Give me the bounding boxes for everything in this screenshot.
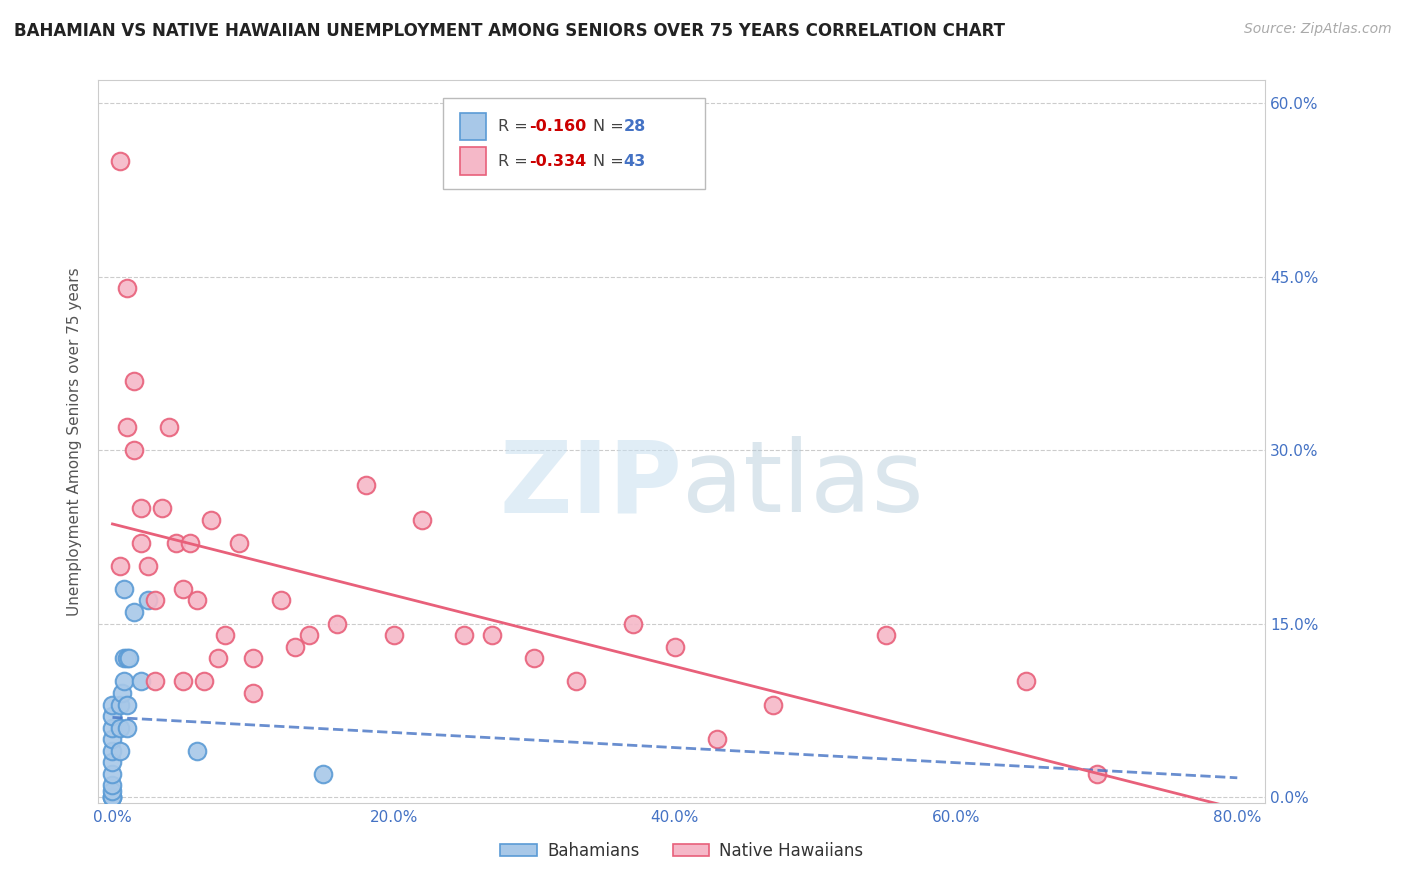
Legend: Bahamians, Native Hawaiians: Bahamians, Native Hawaiians xyxy=(494,836,870,867)
Text: -0.334: -0.334 xyxy=(529,153,586,169)
Point xyxy=(115,651,138,665)
Point xyxy=(101,790,124,805)
Text: BAHAMIAN VS NATIVE HAWAIIAN UNEMPLOYMENT AMONG SENIORS OVER 75 YEARS CORRELATION: BAHAMIAN VS NATIVE HAWAIIAN UNEMPLOYMENT… xyxy=(14,22,1005,40)
Point xyxy=(115,420,138,434)
Point xyxy=(298,628,321,642)
Point xyxy=(129,535,152,549)
Point xyxy=(193,674,215,689)
Point xyxy=(129,674,152,689)
Point xyxy=(411,512,433,526)
Point xyxy=(179,535,201,549)
Point xyxy=(875,628,897,642)
Point xyxy=(172,674,194,689)
Point xyxy=(706,732,728,747)
Text: R =: R = xyxy=(498,119,533,134)
Point xyxy=(108,558,131,573)
Point xyxy=(115,281,138,295)
Point xyxy=(101,721,124,735)
Point xyxy=(101,790,124,805)
Point xyxy=(621,616,644,631)
Point xyxy=(115,721,138,735)
Text: N =: N = xyxy=(593,119,628,134)
Point xyxy=(136,558,159,573)
Point xyxy=(382,628,405,642)
Point xyxy=(1015,674,1038,689)
Point xyxy=(143,593,166,607)
Text: 43: 43 xyxy=(624,153,645,169)
Point xyxy=(284,640,307,654)
Point xyxy=(270,593,292,607)
Point xyxy=(129,501,152,516)
Point xyxy=(115,698,138,712)
Point xyxy=(101,756,124,770)
Point xyxy=(101,732,124,747)
Point xyxy=(523,651,546,665)
Text: N =: N = xyxy=(593,153,628,169)
Point xyxy=(101,790,124,805)
Text: R =: R = xyxy=(498,153,533,169)
Point xyxy=(122,443,145,458)
Point xyxy=(157,420,180,434)
FancyBboxPatch shape xyxy=(460,112,486,140)
Point xyxy=(122,374,145,388)
Point xyxy=(122,605,145,619)
Point xyxy=(112,582,135,596)
Text: ZIP: ZIP xyxy=(499,436,682,533)
Point xyxy=(481,628,503,642)
Point xyxy=(111,686,134,700)
Point xyxy=(453,628,475,642)
Point xyxy=(101,784,124,798)
FancyBboxPatch shape xyxy=(460,147,486,175)
Point xyxy=(228,535,250,549)
Text: -0.160: -0.160 xyxy=(529,119,586,134)
Text: atlas: atlas xyxy=(682,436,924,533)
Point xyxy=(101,744,124,758)
Point xyxy=(172,582,194,596)
Point xyxy=(143,674,166,689)
Point xyxy=(112,674,135,689)
Point xyxy=(1085,767,1108,781)
Point xyxy=(186,744,208,758)
Point xyxy=(101,709,124,723)
Point xyxy=(200,512,222,526)
Y-axis label: Unemployment Among Seniors over 75 years: Unemployment Among Seniors over 75 years xyxy=(67,268,83,615)
Point xyxy=(242,651,264,665)
Point xyxy=(354,478,377,492)
Point xyxy=(118,651,141,665)
Point xyxy=(312,767,335,781)
Point xyxy=(112,651,135,665)
Point xyxy=(762,698,785,712)
Point xyxy=(565,674,588,689)
Point xyxy=(108,744,131,758)
Point xyxy=(108,698,131,712)
Point xyxy=(326,616,349,631)
Point xyxy=(150,501,173,516)
FancyBboxPatch shape xyxy=(443,98,706,189)
Point xyxy=(101,698,124,712)
Point xyxy=(214,628,236,642)
Point xyxy=(165,535,187,549)
Point xyxy=(108,721,131,735)
Point xyxy=(136,593,159,607)
Text: 28: 28 xyxy=(624,119,645,134)
Point xyxy=(186,593,208,607)
Point xyxy=(108,154,131,169)
Text: Source: ZipAtlas.com: Source: ZipAtlas.com xyxy=(1244,22,1392,37)
Point xyxy=(101,779,124,793)
Point xyxy=(664,640,686,654)
Point xyxy=(101,767,124,781)
Point xyxy=(207,651,229,665)
Point xyxy=(242,686,264,700)
